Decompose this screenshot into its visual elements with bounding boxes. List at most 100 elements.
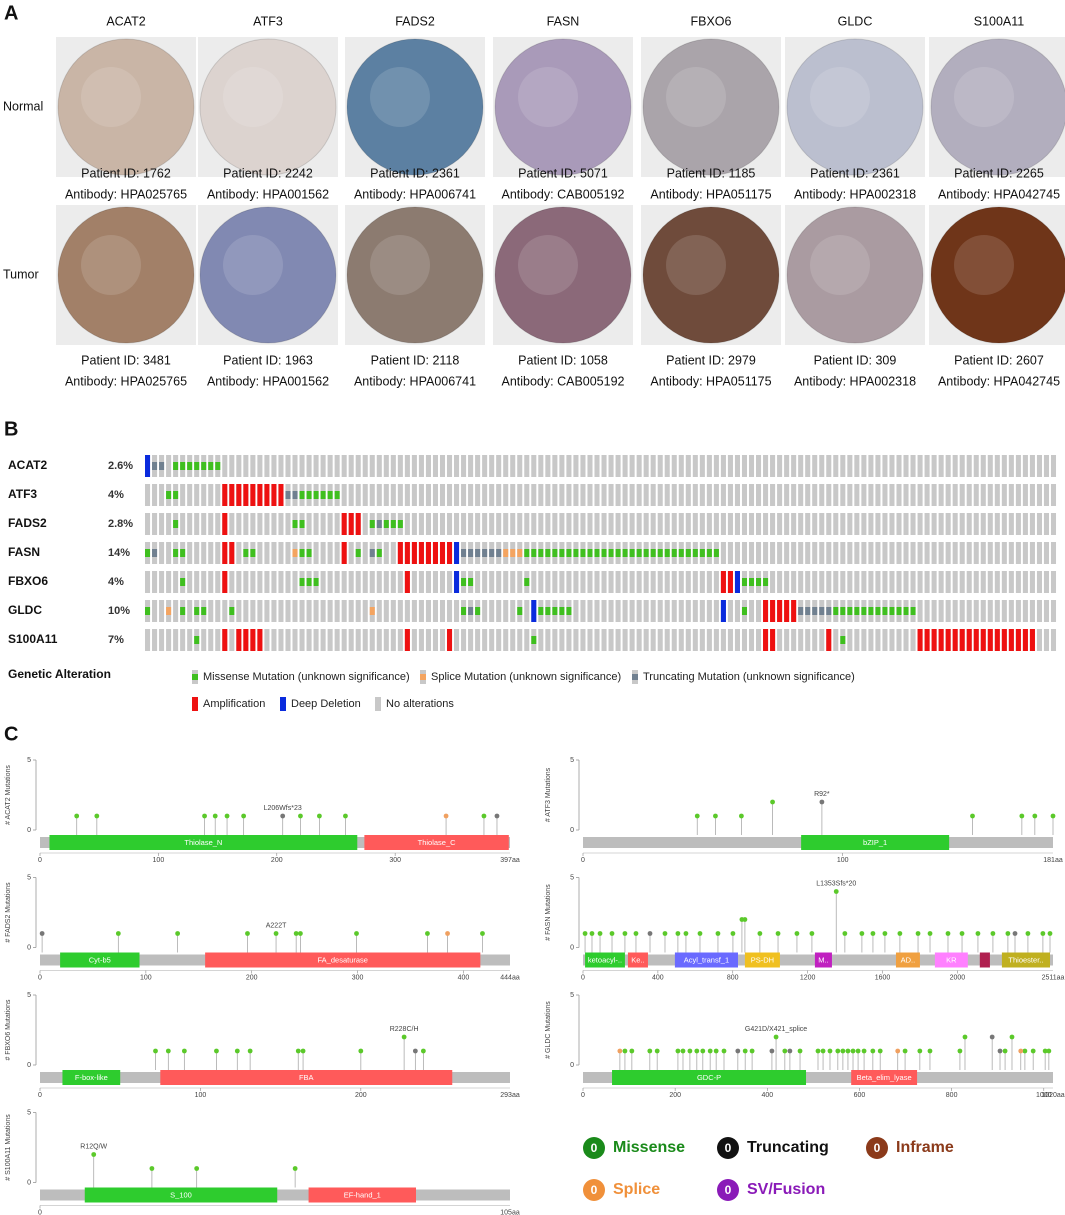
alteration <box>180 549 186 557</box>
sample-cell <box>720 484 726 506</box>
sample-cell <box>510 455 516 477</box>
gene-name: ACAT2 <box>8 458 47 472</box>
sample-cell <box>1001 600 1007 622</box>
lollipop-head <box>945 931 951 936</box>
x-tick-label: 100 <box>153 857 165 864</box>
alteration <box>945 629 951 651</box>
protein-length: 181aa <box>1043 857 1063 864</box>
sample-cell <box>327 600 333 622</box>
sample-cell <box>594 484 600 506</box>
sample-cell <box>910 542 916 564</box>
sample-cell <box>924 600 930 622</box>
sample-cell <box>454 600 460 622</box>
sample-cell <box>805 629 811 651</box>
sample-cell <box>952 571 958 593</box>
alteration <box>243 549 249 557</box>
sample-cell <box>587 600 593 622</box>
alteration <box>826 607 832 615</box>
sample-cell <box>840 571 846 593</box>
sample-cell <box>383 600 389 622</box>
alteration <box>461 607 467 615</box>
lollipop-head <box>165 1048 171 1054</box>
sample-cell <box>257 571 263 593</box>
sample-cell <box>418 484 424 506</box>
lollipop-head <box>245 931 250 936</box>
sample-cell <box>615 571 621 593</box>
sample-cell <box>362 455 368 477</box>
sample-cell <box>320 455 326 477</box>
patient-id: Patient ID: 2242 <box>223 166 313 180</box>
lollipop-head <box>895 1048 901 1054</box>
sample-cell <box>383 629 389 651</box>
alteration <box>257 629 263 651</box>
sample-cell <box>952 513 958 535</box>
alteration <box>678 549 684 557</box>
sample-cell <box>566 484 572 506</box>
lollipop-head <box>989 1034 995 1040</box>
sample-cell <box>461 513 467 535</box>
sample-cell <box>741 629 748 651</box>
sample-cell <box>390 455 396 477</box>
sample-cell <box>1015 513 1021 535</box>
sample-cell <box>432 484 439 506</box>
legend-swatch-inner <box>420 674 426 680</box>
sample-cell <box>1029 571 1035 593</box>
sample-cell <box>208 571 214 593</box>
alteration <box>236 484 242 506</box>
sample-cell <box>678 484 684 506</box>
sample-cell <box>425 455 431 477</box>
protein-domain <box>674 952 738 968</box>
tissue-texture <box>223 67 283 127</box>
sample-cell <box>152 629 158 651</box>
legend-swatch <box>192 697 198 711</box>
sample-cell <box>622 629 628 651</box>
sample-cell <box>931 455 937 477</box>
lollipop-head <box>445 931 450 936</box>
sample-cell <box>285 629 291 651</box>
lollipop-head <box>629 1048 635 1054</box>
alteration <box>222 571 228 593</box>
alteration <box>194 462 200 470</box>
sample-cell <box>194 542 200 564</box>
lollipop-head <box>1002 1048 1008 1054</box>
alteration <box>341 542 347 564</box>
lollipop-head <box>819 799 825 805</box>
sample-cell <box>615 513 621 535</box>
sample-cell <box>770 484 776 506</box>
sample-cell <box>1043 542 1050 564</box>
sample-cell <box>243 513 249 535</box>
y-axis-label: # ATF3 Mutations <box>545 767 552 822</box>
sample-cell <box>777 484 783 506</box>
y-tick-label: 0 <box>27 1179 31 1186</box>
sample-cell <box>313 513 319 535</box>
sample-cell <box>468 484 474 506</box>
alteration <box>299 491 305 499</box>
sample-cell <box>791 542 797 564</box>
y-axis-label: # ACAT2 Mutations <box>5 765 12 825</box>
sample-cell <box>875 571 881 593</box>
lollipop-head <box>247 1048 253 1054</box>
lollipop-head <box>897 931 903 936</box>
sample-cell <box>770 542 776 564</box>
alteration <box>756 578 762 586</box>
sample-cell <box>973 513 979 535</box>
sample-cell <box>671 484 677 506</box>
domain-label: ketoacyl-.. <box>588 955 622 964</box>
sample-cell <box>784 455 790 477</box>
sample-cell <box>348 571 354 593</box>
sample-cell <box>587 455 593 477</box>
sample-cell <box>250 513 256 535</box>
sample-cell <box>882 484 888 506</box>
alteration <box>861 607 867 615</box>
antibody: Antibody: HPA002318 <box>794 187 916 201</box>
alteration <box>903 607 909 615</box>
lollipop-head <box>835 1048 841 1054</box>
alteration <box>180 607 186 615</box>
sample-cell <box>496 629 502 651</box>
gene-header: ATF3 <box>253 14 283 28</box>
alteration <box>826 629 832 651</box>
protein-length: 444aa <box>500 974 520 981</box>
alteration <box>643 549 649 557</box>
lollipop-head <box>662 931 668 936</box>
